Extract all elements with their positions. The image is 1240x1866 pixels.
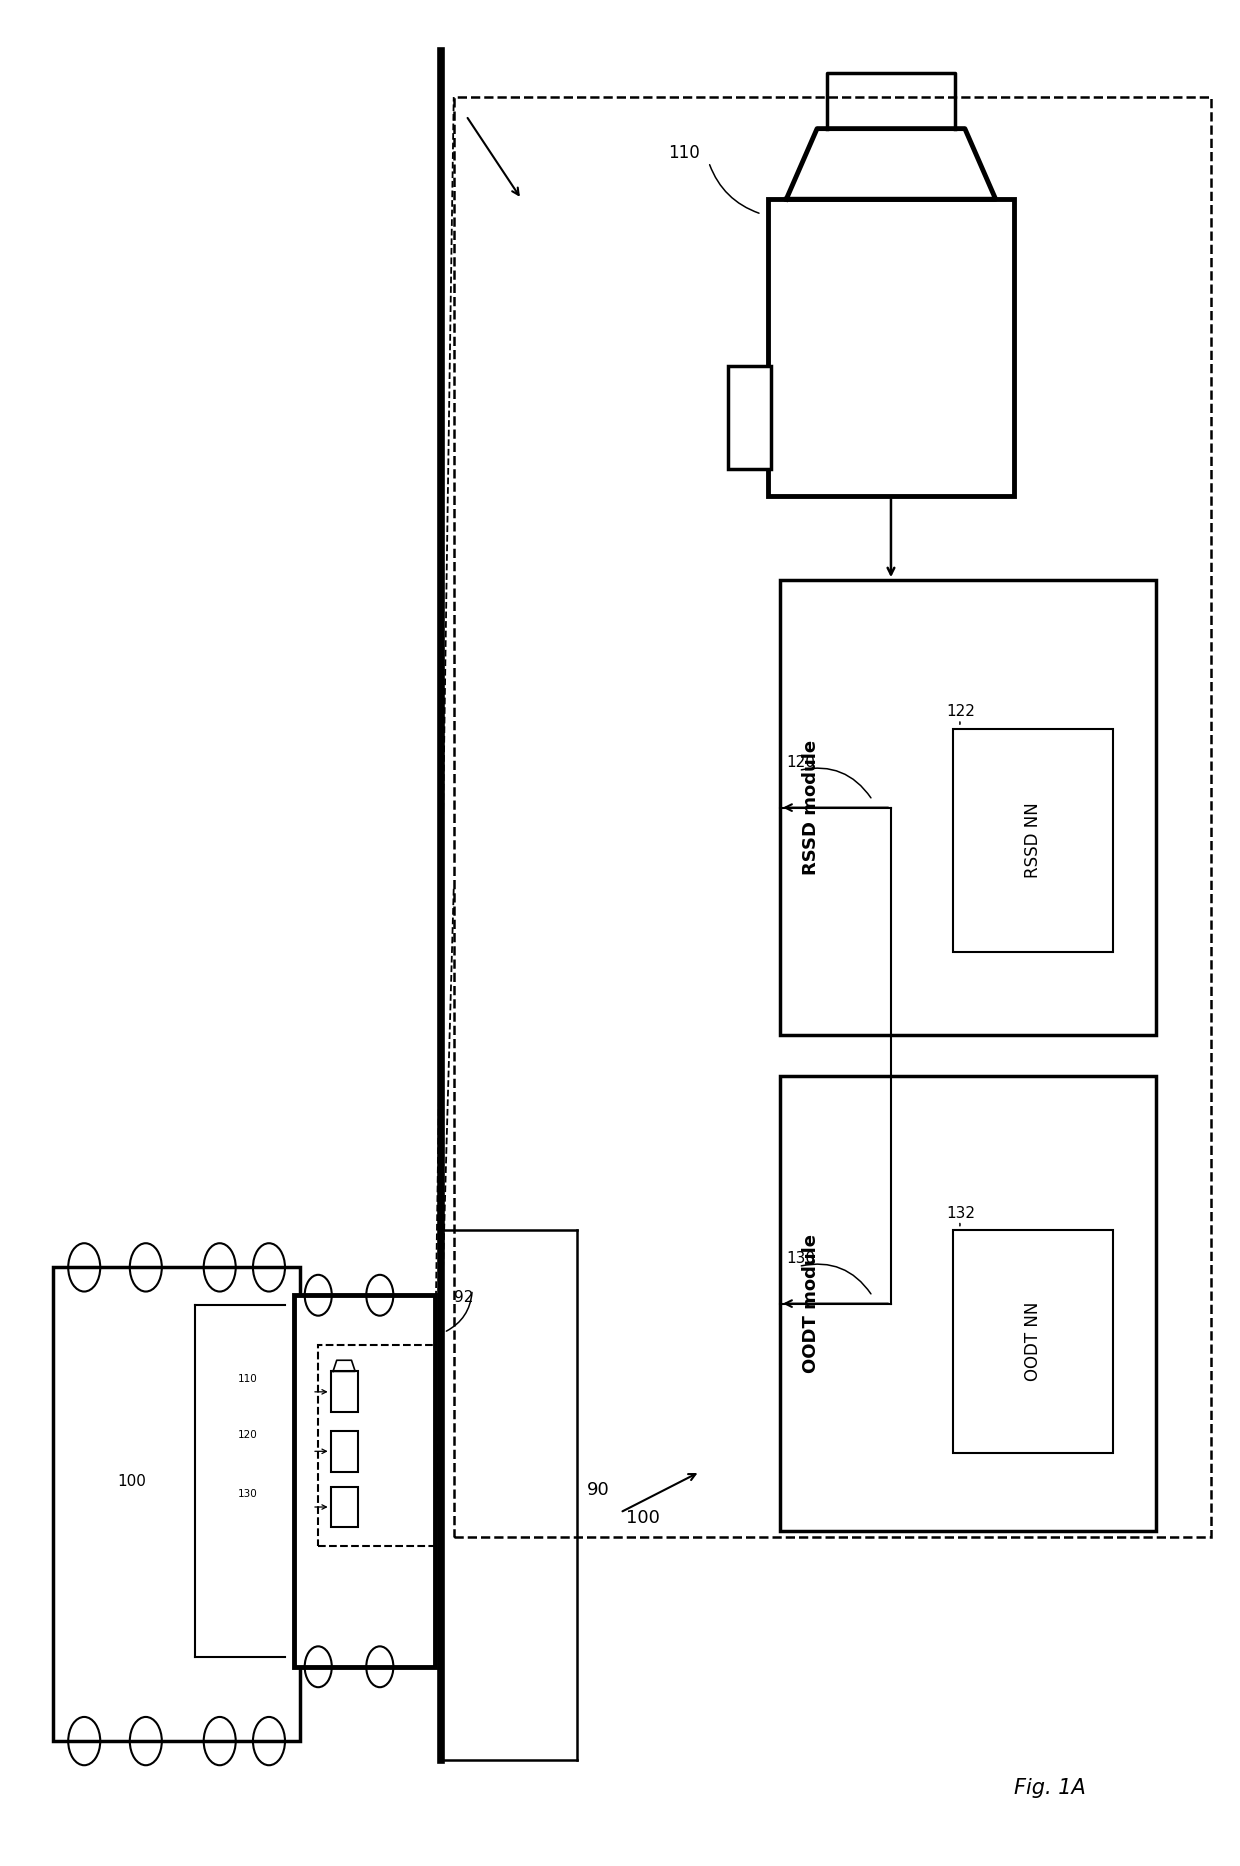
Text: 110: 110 xyxy=(668,144,701,162)
Text: 100: 100 xyxy=(626,1510,660,1526)
Text: RSSD NN: RSSD NN xyxy=(1023,802,1042,879)
Text: 100: 100 xyxy=(117,1474,146,1489)
Bar xyxy=(768,200,1014,496)
Bar xyxy=(780,1077,1156,1532)
Text: OODT module: OODT module xyxy=(802,1233,821,1373)
Bar xyxy=(952,728,1112,952)
Text: 120: 120 xyxy=(238,1429,258,1439)
Text: 122: 122 xyxy=(946,703,976,720)
Bar xyxy=(728,366,771,468)
Bar xyxy=(331,1372,357,1413)
Bar xyxy=(780,580,1156,1036)
Bar xyxy=(319,1345,435,1547)
Bar xyxy=(331,1431,357,1472)
Text: RSSD module: RSSD module xyxy=(802,741,821,875)
Bar xyxy=(331,1487,357,1528)
Text: 120: 120 xyxy=(786,756,815,771)
Text: 110: 110 xyxy=(238,1373,258,1385)
Text: OODT NN: OODT NN xyxy=(1023,1302,1042,1381)
Text: 130: 130 xyxy=(786,1252,815,1267)
Text: Fig. 1A: Fig. 1A xyxy=(1014,1778,1086,1797)
Bar xyxy=(294,1295,435,1666)
Text: 92: 92 xyxy=(454,1289,474,1304)
Text: 132: 132 xyxy=(946,1205,976,1220)
Text: 90: 90 xyxy=(587,1482,610,1498)
Bar xyxy=(952,1230,1112,1454)
Bar xyxy=(53,1267,300,1741)
Bar xyxy=(454,97,1211,1538)
Text: 130: 130 xyxy=(238,1489,258,1498)
